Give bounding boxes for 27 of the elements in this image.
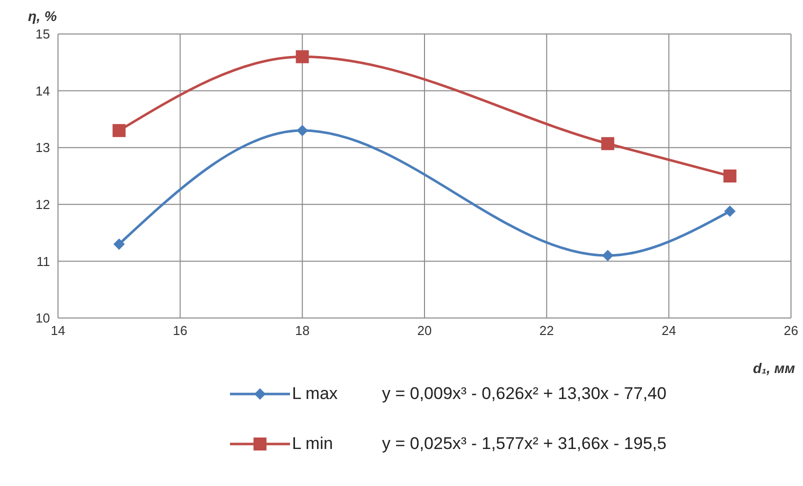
point [724, 206, 736, 217]
x-tick-label: 20 [417, 323, 432, 338]
y-tick-label: 15 [36, 26, 50, 42]
text: y = 0,025x³ - 1,577x² + 31,66x - 195,5 [382, 434, 666, 454]
legend-label: L max [292, 384, 339, 404]
x-tick-label: 24 [662, 323, 676, 338]
x-tick-label: 26 [784, 323, 798, 338]
text: y = 0,009x³ - 0,626x² + 13,30x - 77,40 [382, 384, 666, 404]
y-axis-title: η, % [28, 8, 57, 24]
x-axis-title: d₁, мм [753, 360, 795, 376]
x-tick-label: 14 [50, 323, 66, 338]
x-tick-label: 22 [539, 323, 554, 338]
x-tick-label: 16 [172, 323, 188, 338]
x-tick-label: 18 [295, 323, 310, 338]
point [602, 250, 614, 262]
point [296, 50, 309, 64]
legend-label: L min [292, 434, 334, 454]
point [296, 125, 308, 136]
y-tick-label: 11 [36, 254, 50, 269]
y-tick-label: 14 [36, 83, 50, 98]
point [112, 124, 126, 138]
point [723, 170, 736, 182]
y-tick-label: 10 [36, 310, 50, 326]
y-tick-label: 13 [36, 140, 50, 156]
point [114, 238, 125, 250]
y-tick-label: 12 [36, 197, 50, 212]
point [601, 137, 614, 150]
